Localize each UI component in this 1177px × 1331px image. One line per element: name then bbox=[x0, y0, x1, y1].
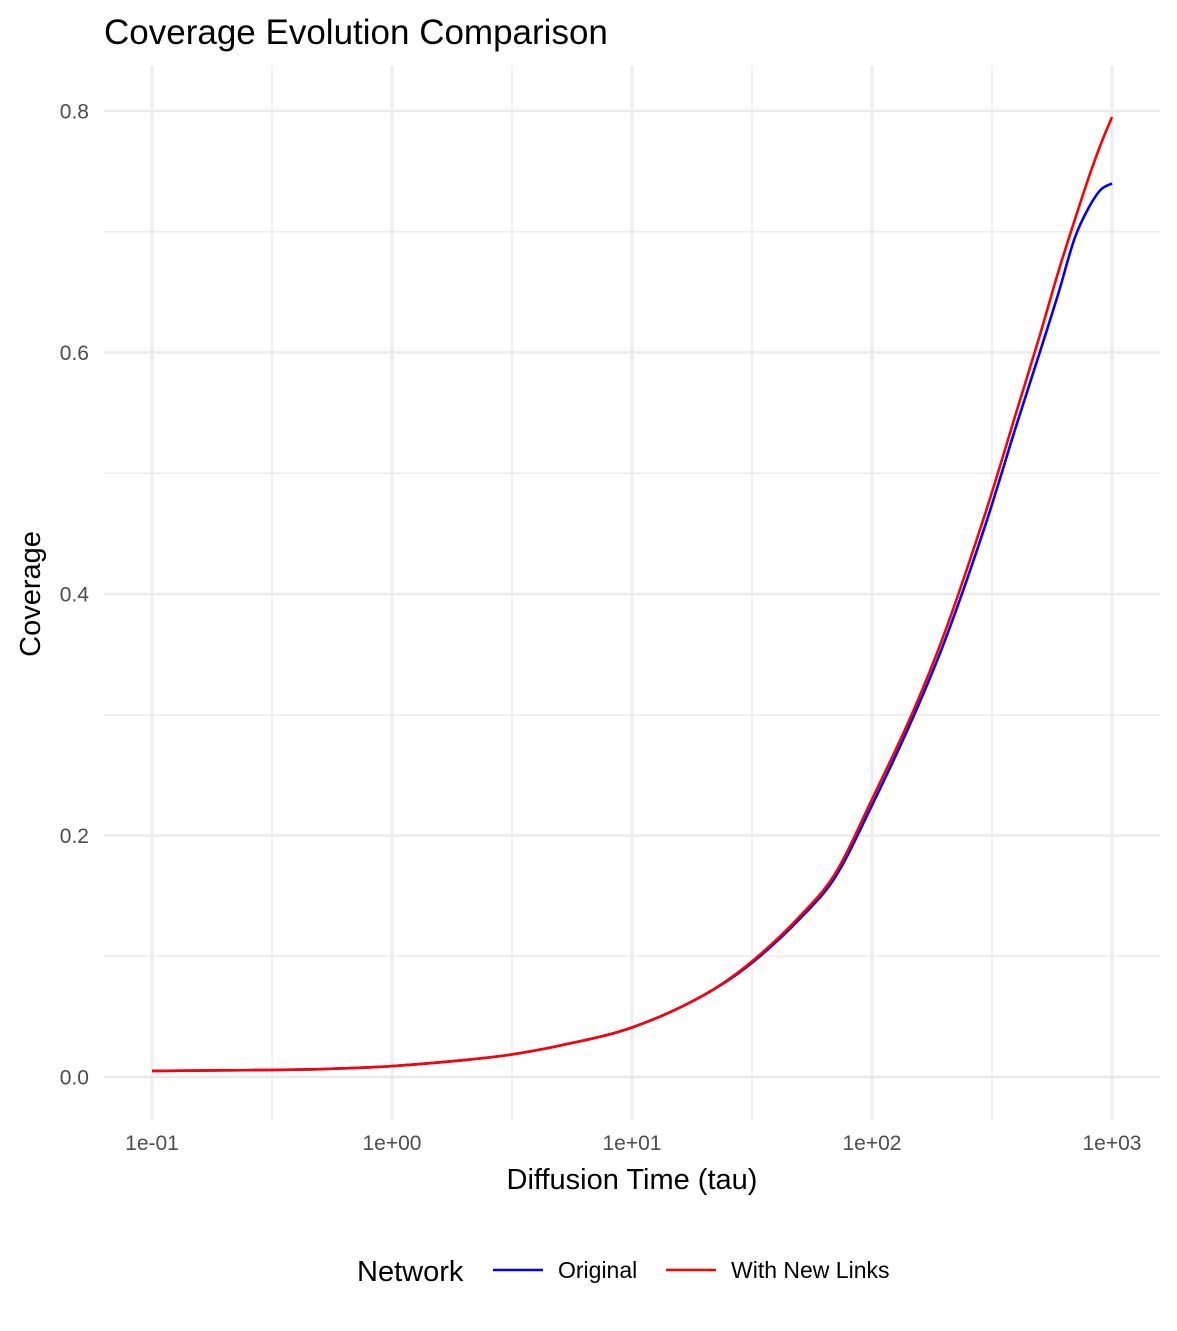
legend: Network Original With New Links bbox=[357, 1256, 889, 1288]
series-line-with-new-links bbox=[151, 116, 1114, 1073]
grid-layer bbox=[104, 66, 1160, 1120]
series-layer bbox=[151, 116, 1114, 1073]
chart-title: Coverage Evolution Comparison bbox=[104, 13, 608, 52]
legend-label-original: Original bbox=[558, 1257, 637, 1283]
x-tick-label: 1e+01 bbox=[603, 1132, 662, 1155]
legend-title: Network bbox=[357, 1256, 464, 1288]
x-axis-title: Diffusion Time (tau) bbox=[507, 1164, 758, 1196]
x-tick-label: 1e+02 bbox=[843, 1132, 902, 1155]
y-tick-label: 0.8 bbox=[60, 101, 89, 124]
tick-layer: 0.0 0.2 0.4 0.6 0.8 1e-01 1e+00 1e+01 1e+02 1e+03 bbox=[60, 101, 1142, 1156]
x-tick-label: 1e-01 bbox=[125, 1132, 179, 1155]
legend-items: Original With New Links bbox=[493, 1257, 889, 1283]
y-tick-label: 0.4 bbox=[60, 584, 90, 607]
y-tick-label: 0.6 bbox=[60, 342, 89, 365]
legend-label-with-new-links: With New Links bbox=[731, 1257, 889, 1283]
x-tick-label: 1e+00 bbox=[363, 1132, 422, 1155]
y-tick-label: 0.0 bbox=[60, 1067, 89, 1090]
y-axis-title: Coverage bbox=[15, 531, 47, 657]
x-tick-label: 1e+03 bbox=[1083, 1132, 1142, 1155]
y-tick-label: 0.2 bbox=[60, 825, 89, 848]
